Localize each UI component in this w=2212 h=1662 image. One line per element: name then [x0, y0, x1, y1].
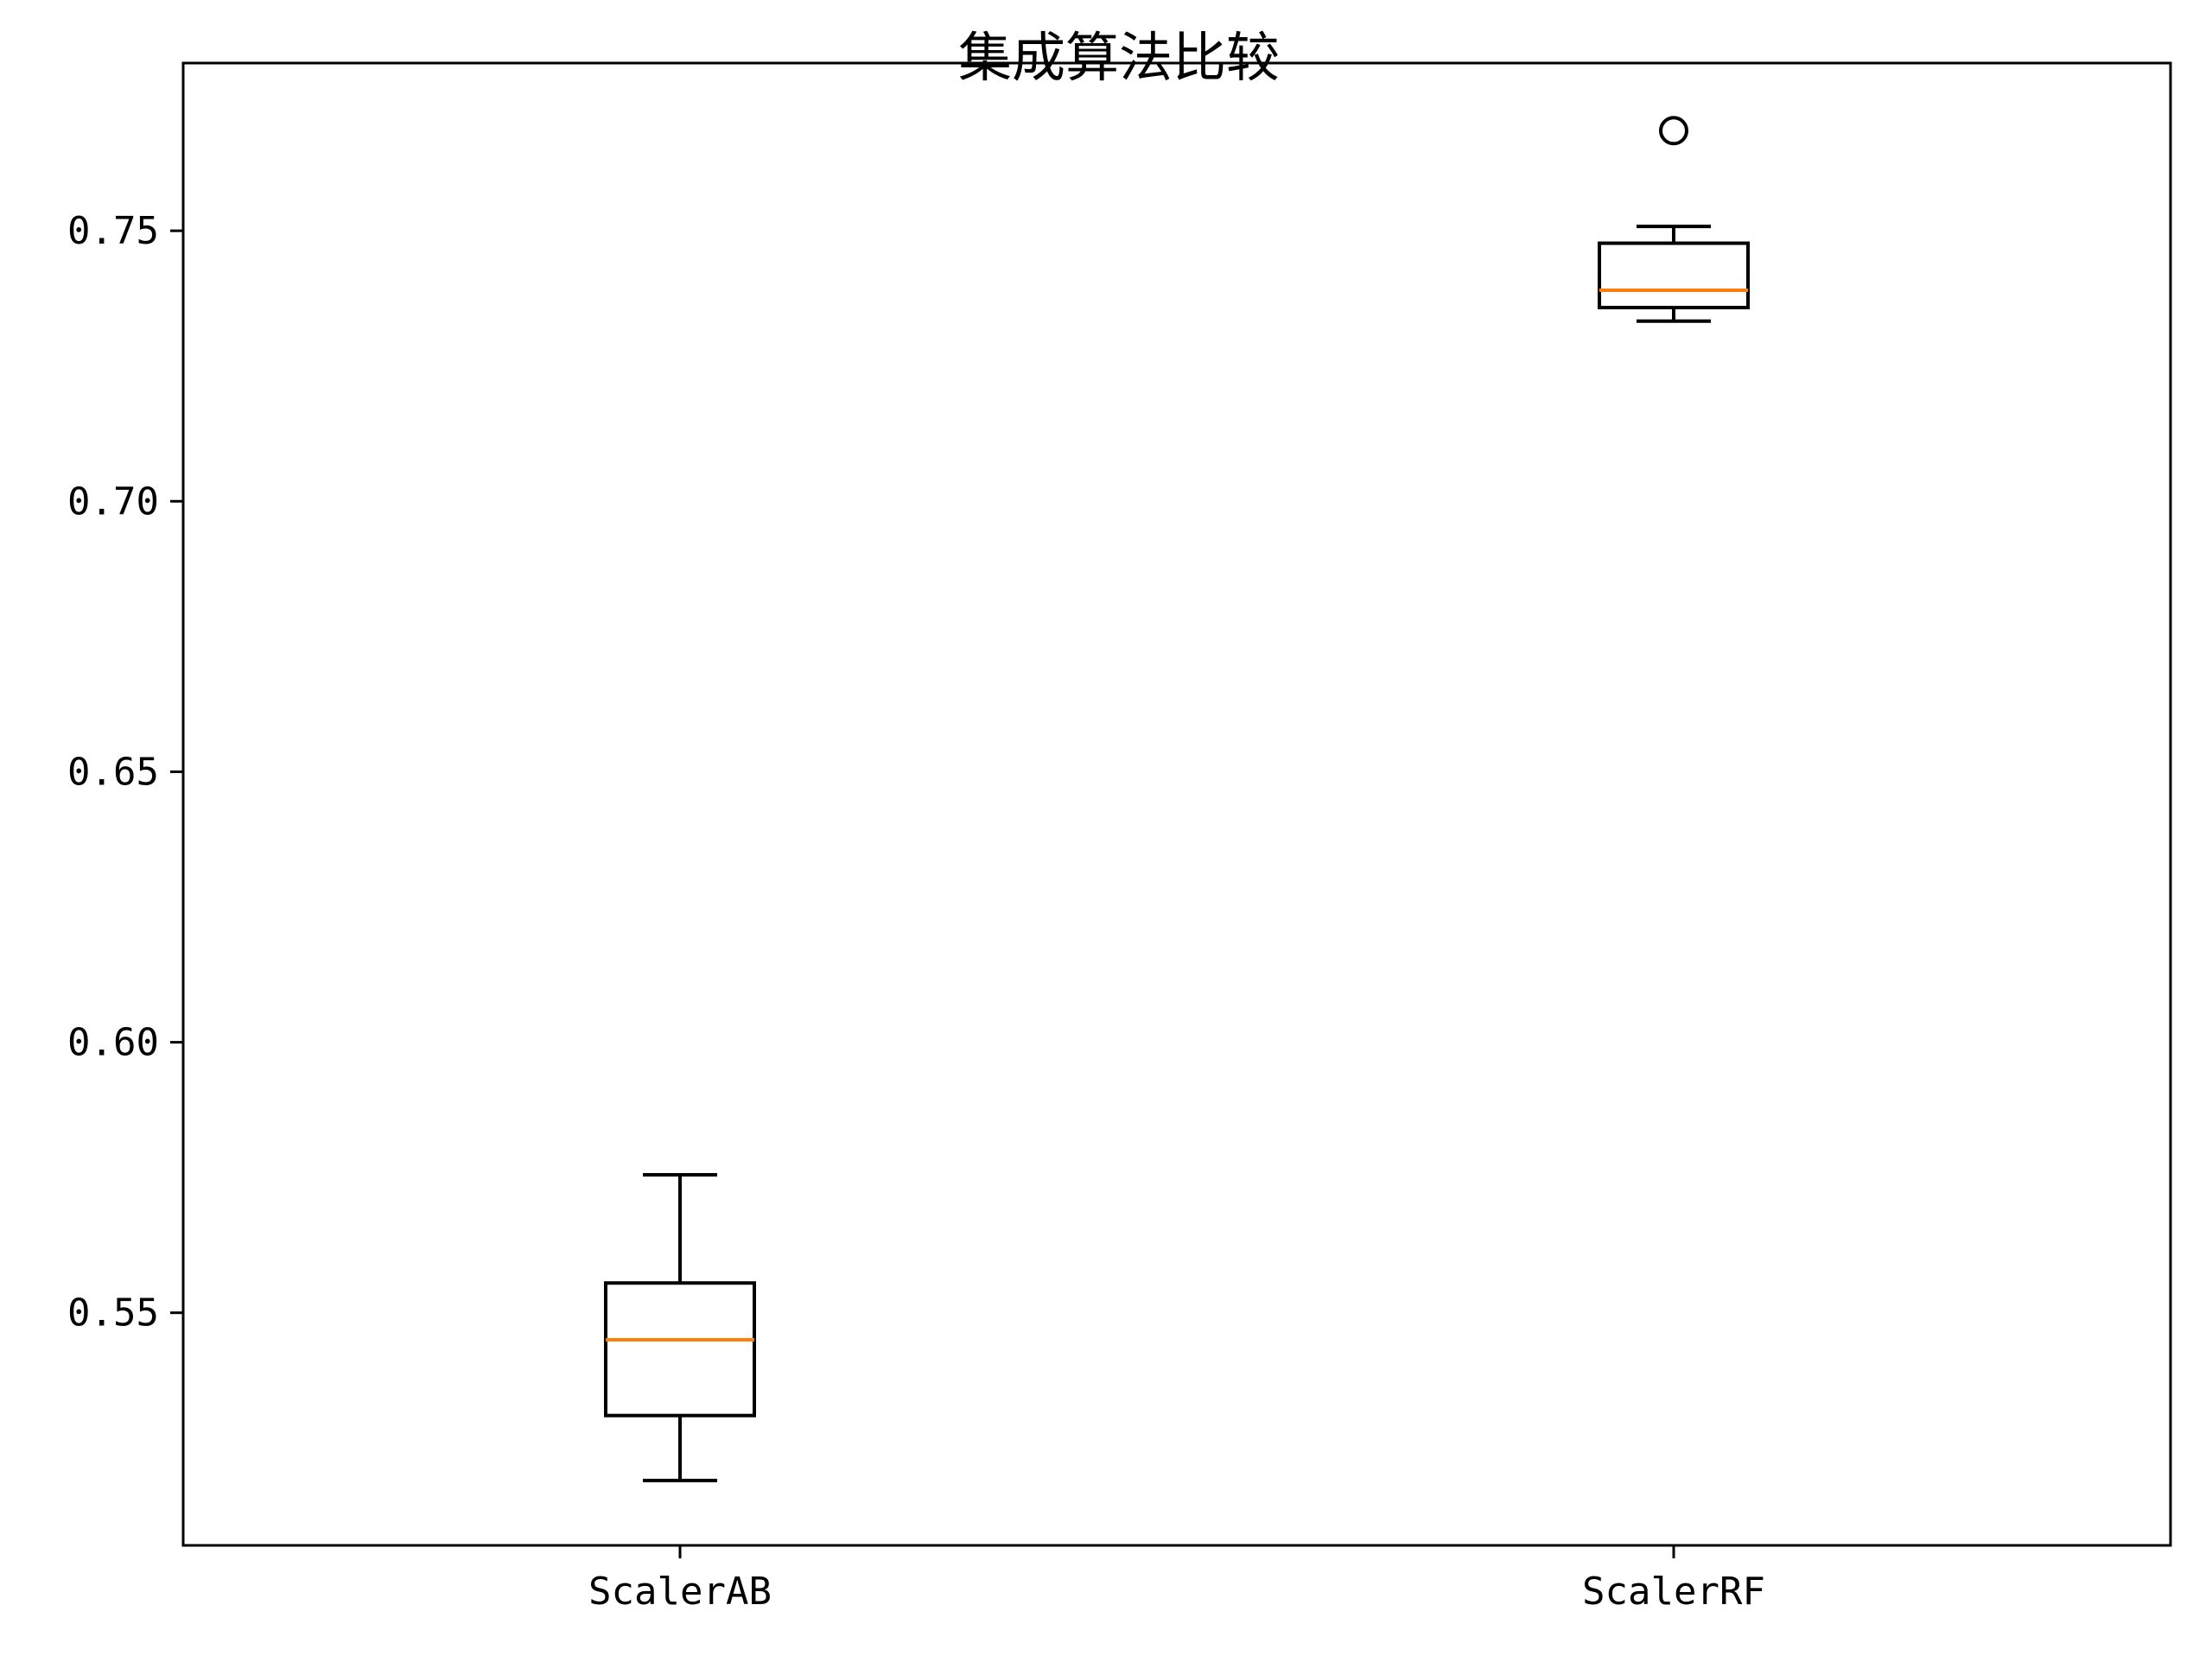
iqr-box: [604, 1281, 756, 1418]
y-tick-label: 0.75: [67, 209, 159, 253]
box-series: [604, 116, 1750, 1482]
chart-title: 集成算法比较: [958, 26, 1280, 89]
outlier-point: [1659, 116, 1688, 146]
y-tick-label: 0.70: [67, 479, 159, 523]
y-tick-label: 0.60: [67, 1021, 159, 1065]
x-tick-label: ScalerRF: [1582, 1570, 1765, 1614]
y-tick-label: 0.65: [67, 750, 159, 794]
y-tick-label: 0.55: [67, 1291, 159, 1335]
box-group-ScalerRF: [1598, 116, 1750, 323]
iqr-box: [1598, 241, 1750, 310]
x-axis: ScalerAB ScalerRF: [588, 1545, 1765, 1614]
plot-area: [181, 61, 2172, 1547]
y-axis: 0.55 0.60 0.65 0.70 0.75: [67, 209, 183, 1335]
x-tick-label: ScalerAB: [588, 1570, 772, 1614]
box-group-ScalerAB: [604, 1173, 756, 1482]
